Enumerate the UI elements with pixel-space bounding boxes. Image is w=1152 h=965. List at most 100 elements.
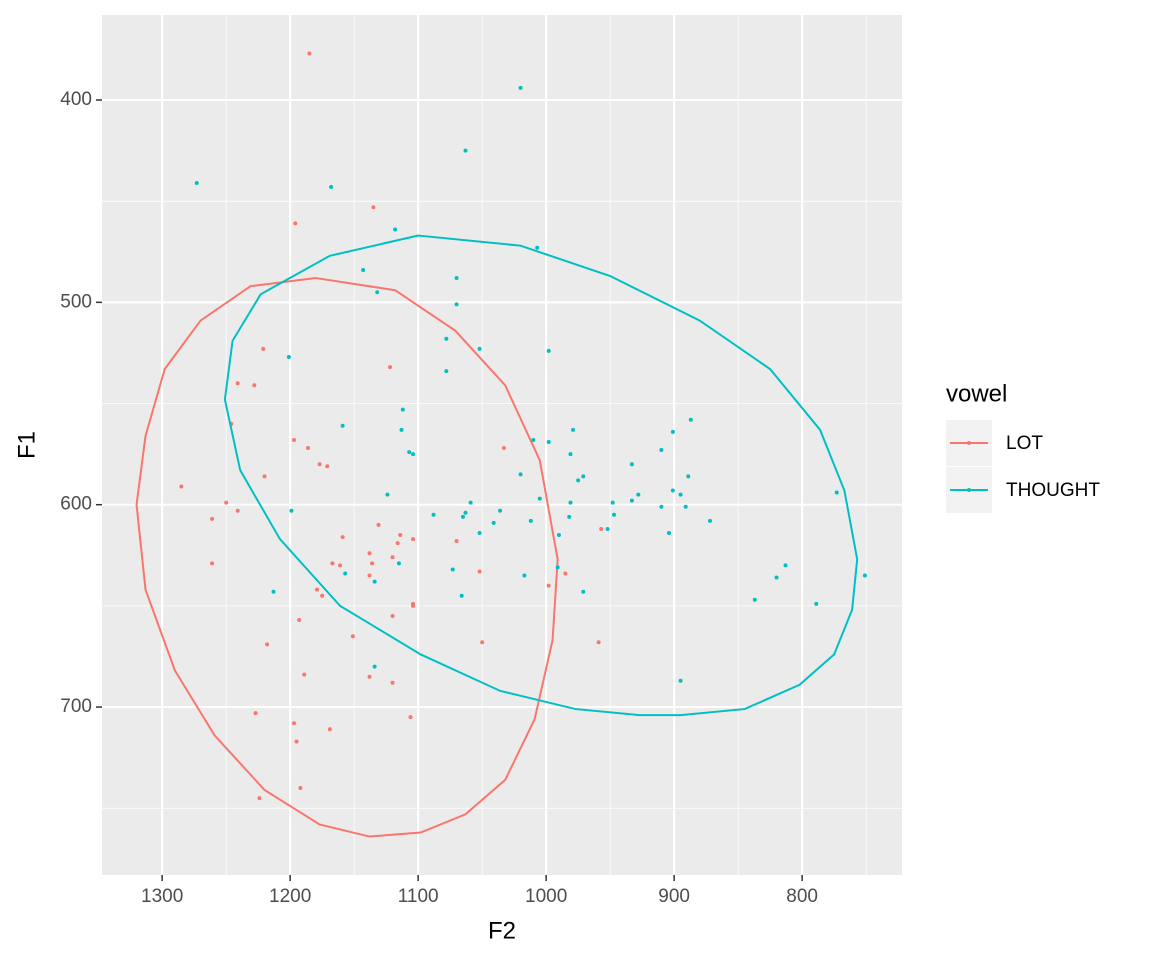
point (636, 492, 641, 497)
point (372, 664, 377, 669)
point (678, 492, 683, 497)
point (752, 597, 757, 602)
point (265, 642, 270, 647)
point (546, 439, 551, 444)
point (327, 727, 332, 732)
point (612, 512, 616, 517)
x-tick-label: 800 (786, 886, 818, 907)
point (376, 522, 381, 527)
point (862, 573, 867, 578)
point (210, 561, 215, 566)
point (531, 437, 536, 442)
point (396, 561, 401, 566)
ellipse (135, 277, 559, 838)
point (610, 500, 615, 505)
point (678, 678, 683, 683)
x-tick-label: 1000 (525, 886, 567, 907)
point (297, 618, 302, 623)
x-tick-label: 1200 (269, 886, 311, 907)
legend-label: THOUGHT (1006, 480, 1100, 501)
legend-title: vowel (946, 380, 1007, 407)
point (317, 462, 322, 467)
point (605, 526, 610, 531)
point (546, 583, 551, 588)
point (235, 508, 240, 513)
point (271, 589, 276, 594)
point (576, 478, 581, 483)
point (581, 589, 586, 594)
point (454, 302, 459, 307)
point (555, 565, 560, 570)
point (537, 496, 542, 501)
point (477, 569, 482, 574)
point (398, 533, 403, 538)
point (567, 514, 572, 519)
point (581, 474, 586, 479)
panel (102, 15, 902, 875)
point (395, 541, 400, 546)
point (528, 518, 533, 523)
point (518, 85, 523, 90)
point (307, 51, 312, 56)
point (224, 500, 229, 505)
point (556, 533, 561, 538)
point (194, 180, 199, 185)
point (294, 739, 299, 744)
point (450, 567, 455, 572)
point (388, 365, 392, 370)
point (444, 369, 449, 374)
point (235, 381, 240, 386)
point (286, 354, 291, 359)
point (390, 680, 395, 685)
point (468, 500, 473, 505)
x-tick-label: 900 (658, 886, 690, 907)
point (596, 640, 601, 645)
point (670, 429, 675, 434)
point (390, 613, 395, 618)
point (320, 593, 325, 598)
point (563, 571, 568, 576)
y-tick-label: 600 (60, 494, 92, 515)
point (708, 518, 712, 523)
point (518, 472, 523, 477)
point (370, 561, 375, 566)
point (338, 563, 343, 568)
y-tick-label: 700 (60, 696, 92, 717)
point (522, 573, 527, 578)
point (463, 510, 468, 515)
point (670, 488, 675, 493)
point (340, 423, 345, 428)
point (293, 221, 298, 226)
point (289, 508, 294, 513)
point (683, 504, 688, 509)
point (292, 437, 296, 442)
point (399, 427, 404, 432)
point (367, 551, 372, 556)
point (477, 346, 482, 351)
point (498, 508, 503, 513)
point (667, 531, 672, 536)
point (371, 205, 376, 210)
point (431, 512, 436, 517)
point (411, 603, 416, 608)
point (411, 452, 416, 457)
point (325, 464, 330, 469)
point (375, 290, 380, 295)
point (330, 561, 335, 566)
point (834, 490, 839, 495)
point (372, 579, 377, 584)
point (343, 571, 348, 576)
point (400, 407, 405, 412)
point (350, 634, 355, 639)
point (315, 587, 320, 592)
point (629, 498, 634, 503)
ellipse (223, 234, 859, 717)
point (568, 500, 573, 505)
point (390, 555, 395, 560)
point (599, 526, 604, 531)
point (444, 336, 449, 341)
point (298, 785, 303, 790)
legend-label: LOT (1006, 433, 1043, 454)
y-tick-label: 400 (60, 89, 92, 110)
